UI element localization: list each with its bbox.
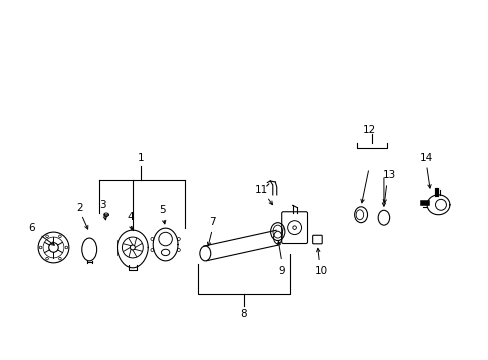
Text: 14: 14 bbox=[419, 153, 432, 163]
Text: 13: 13 bbox=[383, 170, 396, 180]
Text: 7: 7 bbox=[208, 217, 215, 227]
Text: 6: 6 bbox=[28, 222, 35, 233]
Text: 5: 5 bbox=[159, 205, 165, 215]
Text: 12: 12 bbox=[362, 125, 375, 135]
Text: 9: 9 bbox=[278, 266, 285, 276]
Text: 11: 11 bbox=[255, 185, 268, 195]
Text: 2: 2 bbox=[76, 203, 82, 213]
Text: 3: 3 bbox=[99, 200, 105, 210]
Text: 8: 8 bbox=[240, 309, 247, 319]
Text: 1: 1 bbox=[137, 153, 144, 163]
Text: 4: 4 bbox=[127, 212, 134, 222]
Text: 10: 10 bbox=[314, 266, 327, 276]
